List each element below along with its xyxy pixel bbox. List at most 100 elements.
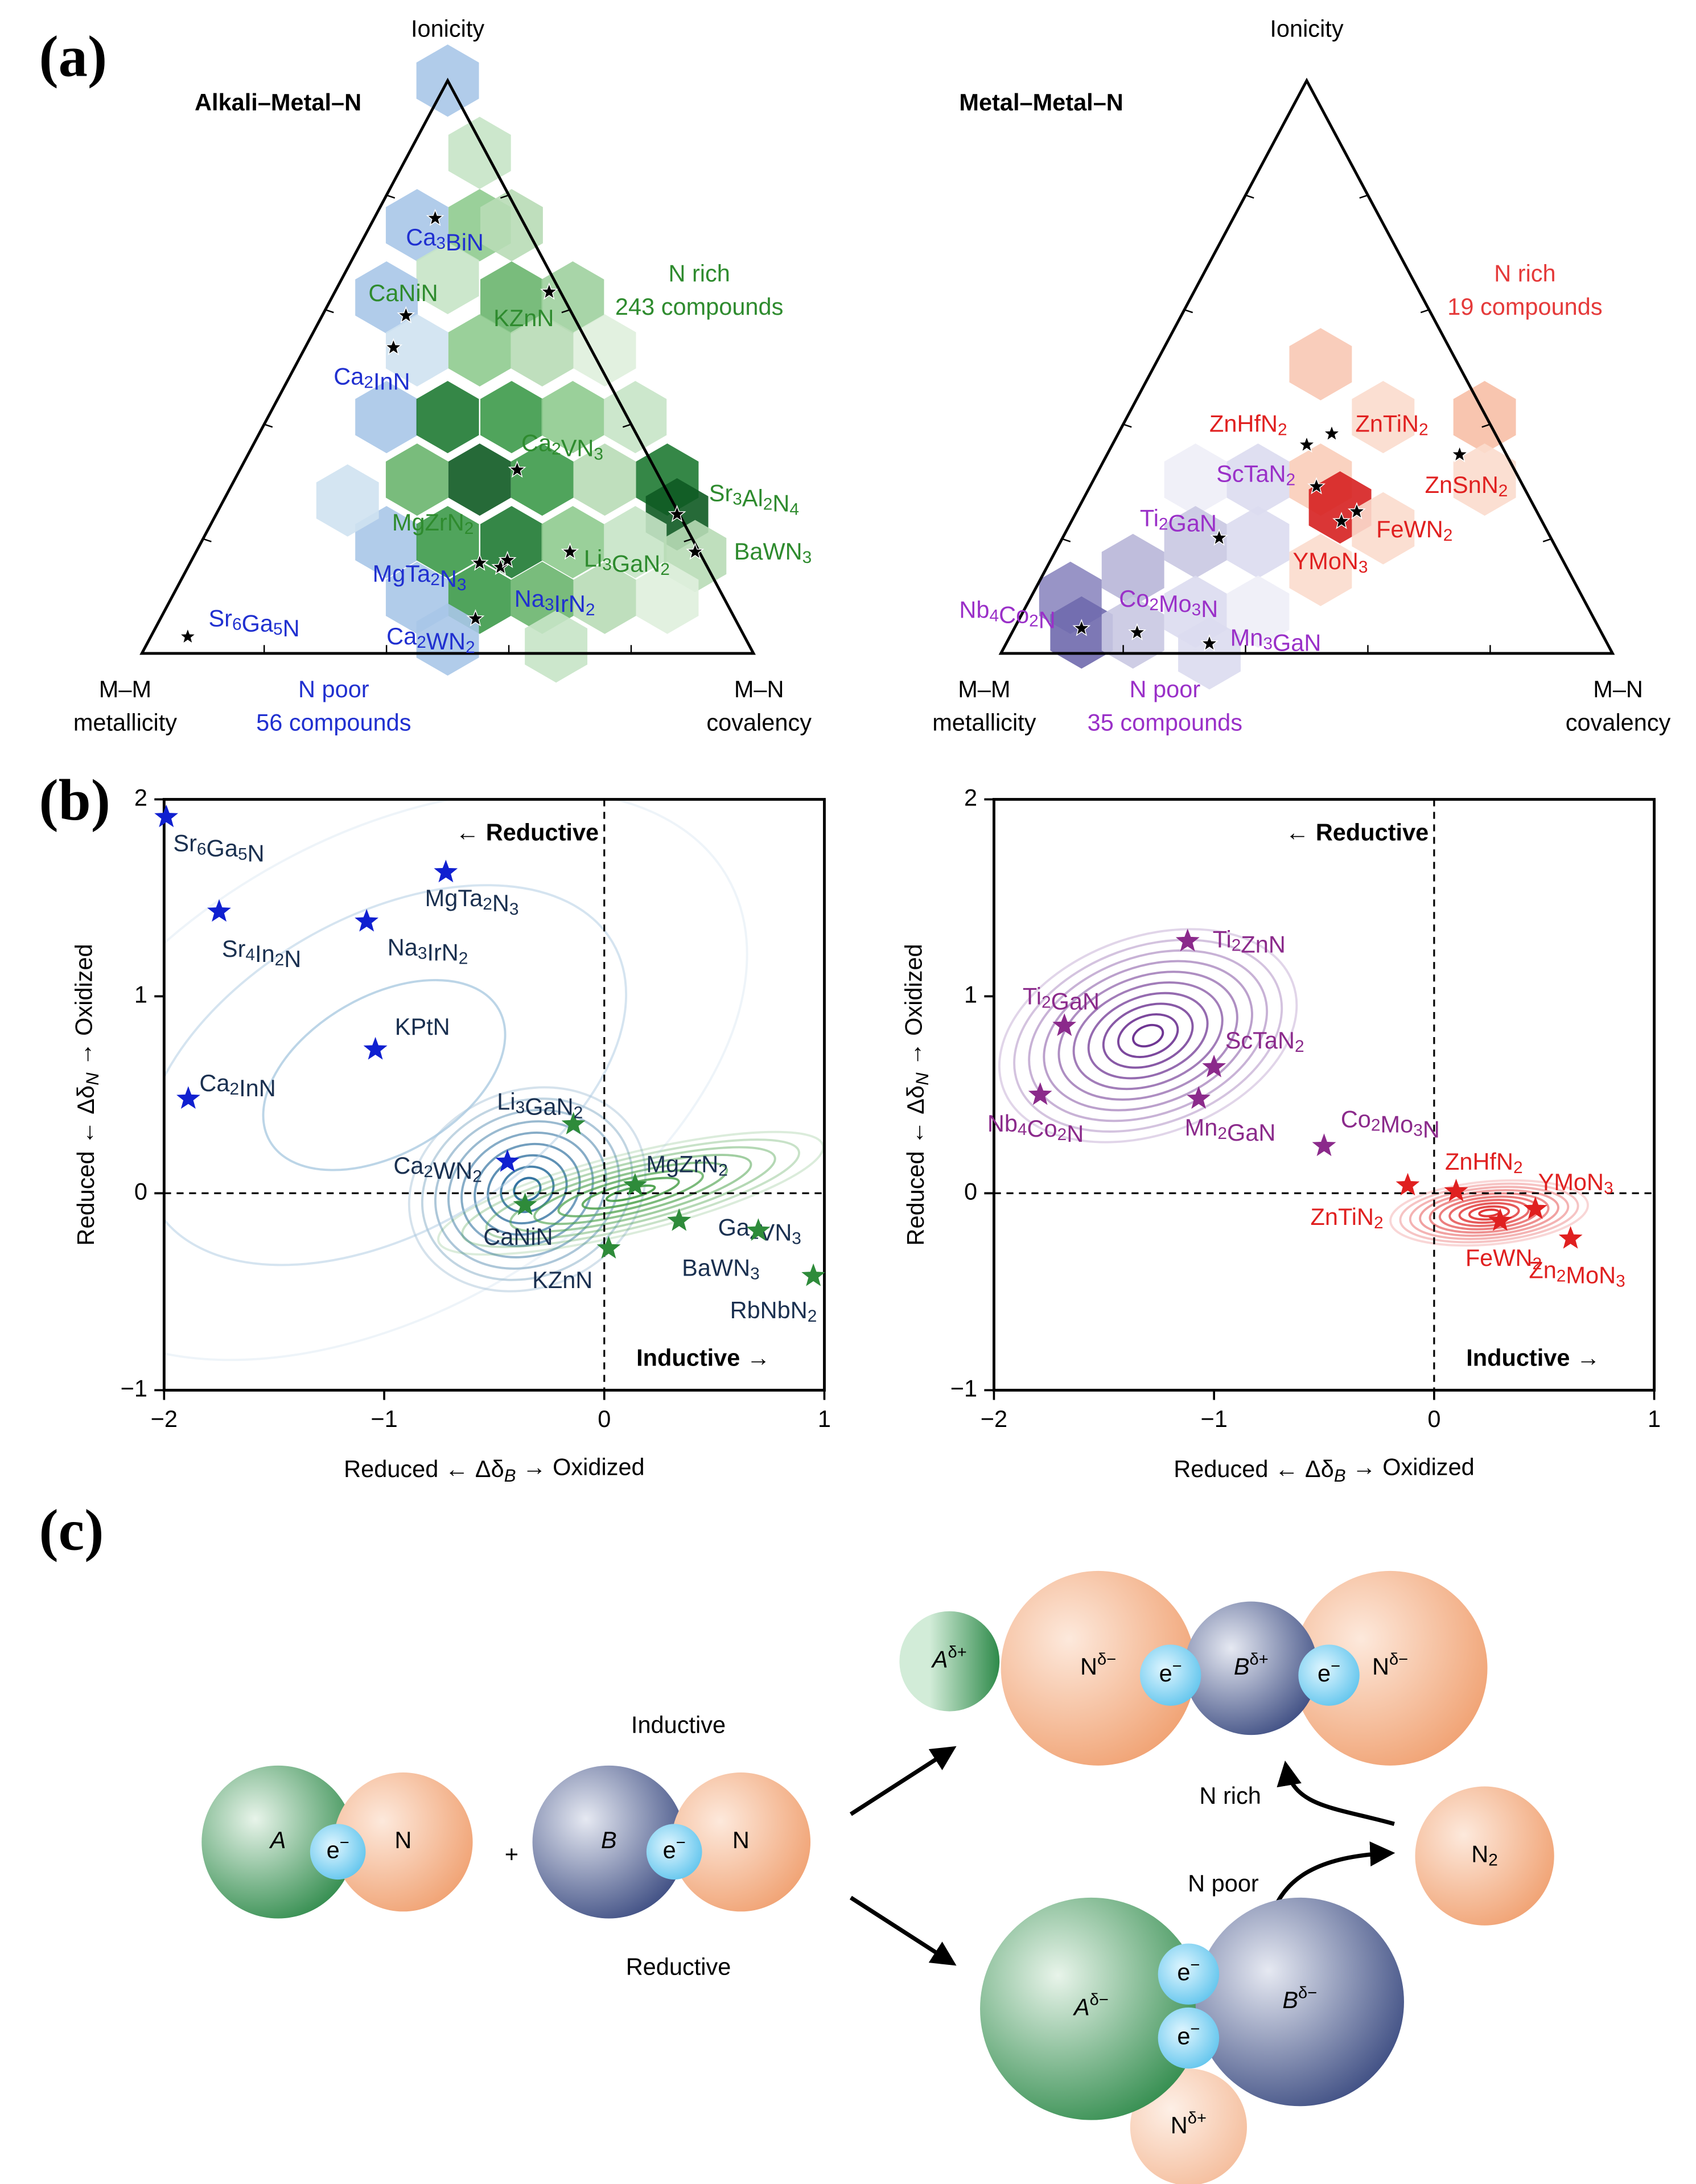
atom-label: B [601,1827,617,1853]
point [1312,1133,1336,1157]
star [1332,512,1351,529]
point-label: RbNbN2 [730,1297,817,1326]
x-axis-label-part: B [1334,1466,1346,1486]
point-label: ScTaN2 [1225,1027,1304,1056]
group-label: N rich [1494,260,1555,287]
contours [998,928,1589,1247]
hexbin [355,506,418,579]
panel-label: (c) [39,1498,104,1562]
compound-label: KZnN [493,305,554,331]
atom-symbol: B [1282,1986,1298,2013]
hexbin [448,314,511,386]
plus: + [505,1841,518,1868]
contour [1072,981,1224,1091]
point-label: YMoN3 [1538,1169,1613,1198]
atom-label: Bδ− [1282,1984,1317,2013]
edge-tick [1184,309,1193,314]
hexbin [1050,596,1113,669]
x-axis-label-part: B [504,1466,516,1486]
atom-symbol: B [601,1827,617,1853]
y-tick-label: 2 [134,784,147,811]
x-tick-label: −1 [371,1405,397,1432]
hexbin [480,381,543,454]
atom [201,1765,355,1919]
corner-label: M–M [99,676,151,702]
contour [557,1169,704,1218]
hexbin [448,117,511,190]
pathway-label: N poor [1188,1870,1259,1897]
hexbin [480,506,543,579]
compound-label: Co2Mo3N [1119,585,1218,622]
hexbin [416,603,479,676]
point-label: Na3IrN2 [388,934,468,968]
compound-label: FeWN2 [1376,516,1452,545]
contour [533,1161,728,1225]
contour [1043,960,1253,1112]
point-label: Sr6Ga5N [173,829,264,866]
point [801,1263,825,1286]
hexbin [1352,381,1415,454]
atom-charge: δ− [1090,1990,1109,2009]
edge-tick [1359,194,1368,199]
atom-label: Nδ− [1372,1650,1408,1680]
y-axis-label-part: → Oxidized [70,944,97,1072]
edge-tick [1061,538,1071,542]
contour [1028,949,1269,1122]
y-tick-label: −1 [950,1375,977,1401]
ternary-title: Alkali–Metal–N [195,89,361,116]
x-axis-label-part: → Oxidized [516,1453,645,1480]
point-label: Ca2WN2 [393,1152,482,1186]
point [1052,1013,1077,1037]
point-label: Nb4Co2N [987,1110,1084,1147]
compound-label: CaNiN [368,279,438,306]
edge-tick [203,538,212,542]
atom [1195,1897,1404,2107]
x-tick-label: 1 [1648,1405,1661,1432]
atom-label: e− [1177,2020,1200,2050]
x-tick-label: −1 [1200,1405,1227,1432]
atom-symbol: e [663,1836,676,1863]
group-label: N poor [298,676,369,702]
hexbin [573,561,636,634]
contours [164,799,825,1362]
hexbin [1453,443,1516,516]
plot-frame [993,797,1656,1392]
atom [1292,1570,1488,1766]
atom-charge: δ+ [1250,1650,1269,1668]
compound-label: ScTaN2 [1216,460,1295,489]
hexbin [511,443,574,516]
corner-label: covalency [706,709,812,735]
atom-label: A [269,1827,286,1853]
point [1202,1055,1226,1077]
point [623,1173,647,1196]
x-tick-label: −2 [981,1405,1007,1432]
y-axis-label: Reduced ← ΔδN → Oxidized [70,944,102,1245]
hexbin [1289,533,1352,606]
atom-label: e− [327,1833,349,1863]
y-axis-label-part: N [83,1072,102,1085]
hexbin [385,189,448,262]
compound-label: Ca3BiN [406,224,484,256]
hexbin [541,381,604,454]
atom-symbol: N [1080,1653,1097,1680]
star [1323,424,1341,442]
arrow [849,1746,957,1816]
contour [1389,1179,1589,1247]
contour [513,1177,542,1202]
atom-symbol: e [1159,1660,1172,1687]
point-label: MgZrN2 [646,1150,727,1179]
contour [998,928,1298,1144]
y-axis-label: Reduced ← ΔδN → Oxidized [900,944,932,1245]
star [686,542,705,560]
point [561,1112,586,1134]
point-label: Mn2GaN [1185,1114,1276,1146]
atom-symbol: B [1234,1653,1250,1680]
arrow [849,1895,957,1966]
point-label: Co2Mo3N [1341,1105,1440,1142]
point [596,1236,621,1259]
star [498,550,517,568]
point-label: Ca2InN [199,1070,275,1101]
hexbin [416,506,479,579]
point [1488,1208,1512,1231]
